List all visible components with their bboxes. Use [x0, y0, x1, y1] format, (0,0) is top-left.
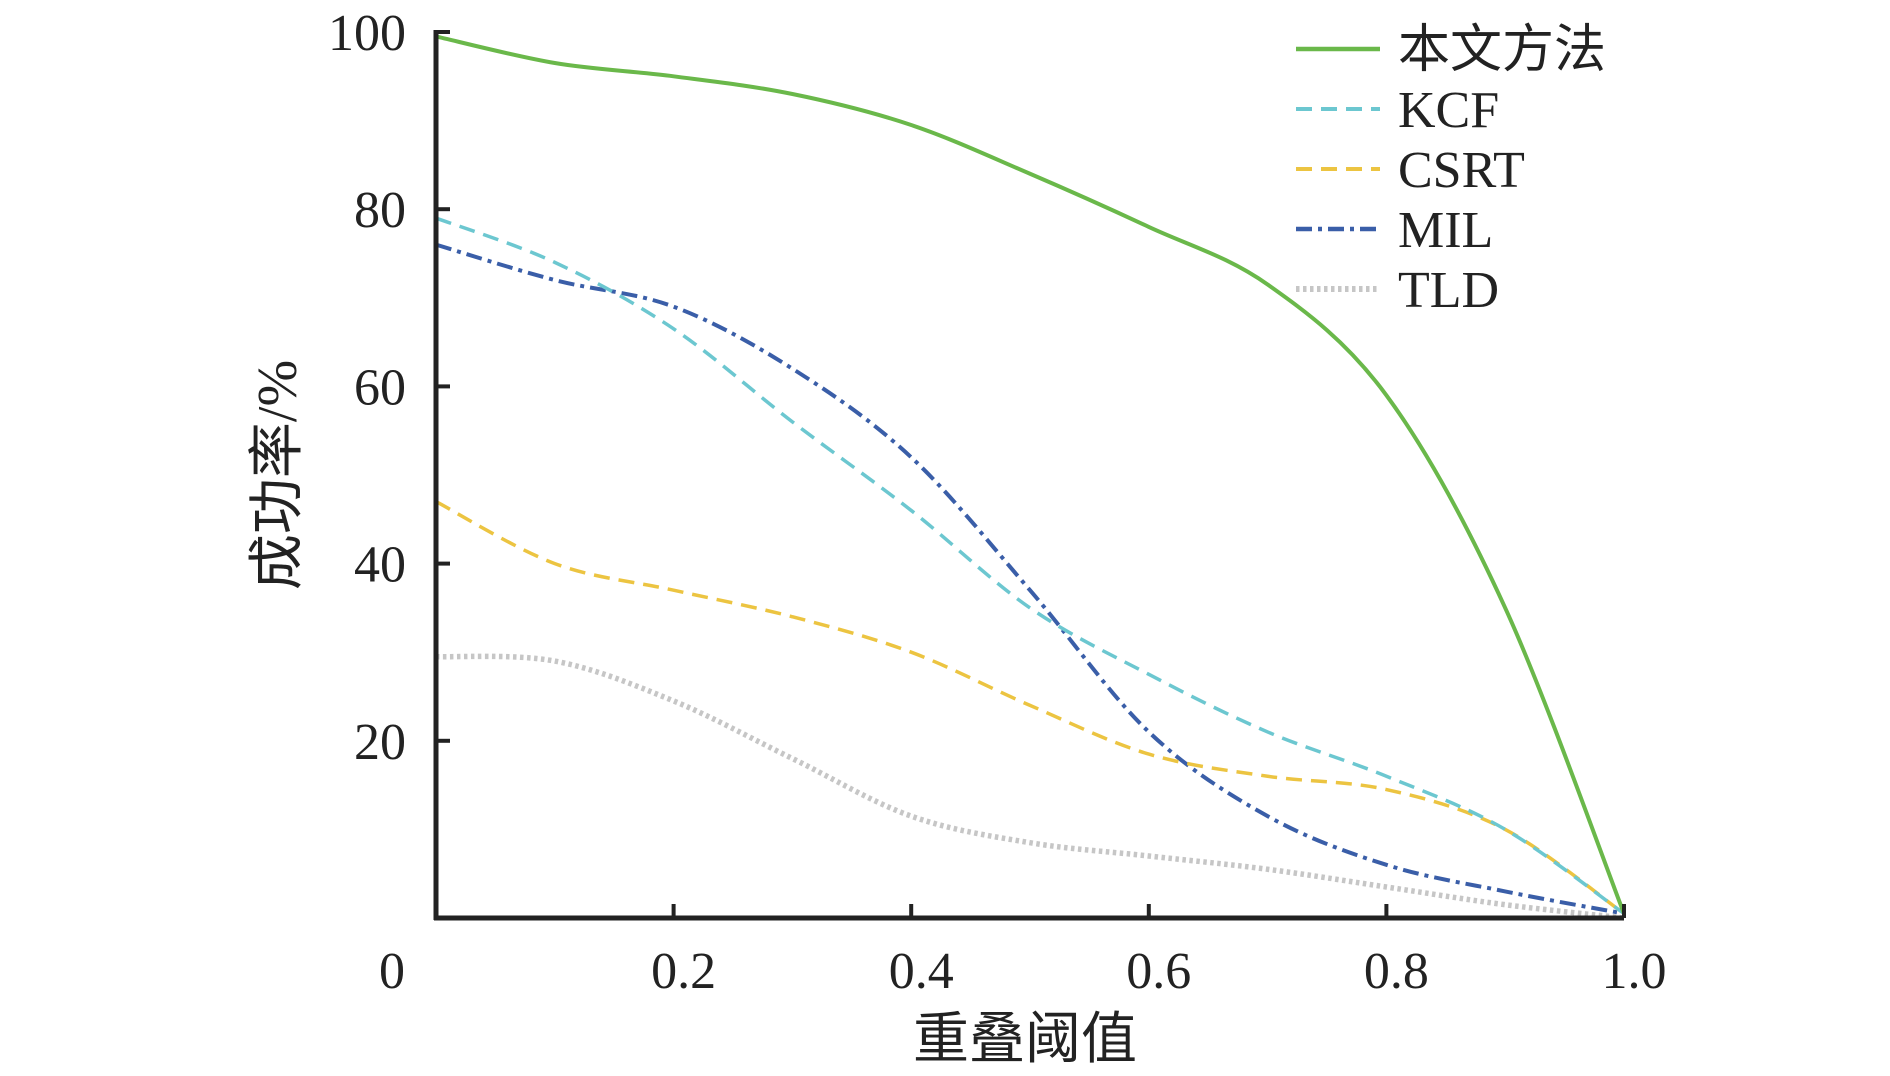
- series-line-0: [435, 34, 1626, 915]
- series-layer: [435, 34, 1626, 921]
- series-line-2: [435, 500, 1626, 915]
- y-tick-label: 100: [328, 5, 406, 62]
- y-tick-label: 80: [354, 182, 406, 239]
- legend-label-1: KCF: [1398, 82, 1499, 139]
- x-tick-label: 0.6: [1126, 943, 1191, 1000]
- x-tick-label: 0: [379, 943, 405, 1000]
- x-tick-label: 0.2: [651, 943, 716, 1000]
- x-tick-label: 1.0: [1602, 943, 1667, 1000]
- x-tick-label: 0.8: [1364, 943, 1429, 1000]
- legend-label-3: MIL: [1398, 202, 1493, 259]
- legend-label-0: 本文方法: [1398, 22, 1606, 79]
- y-tick-label: 20: [354, 714, 406, 771]
- y-tick-label: 60: [354, 359, 406, 416]
- series-line-4: [435, 653, 1625, 921]
- axes-layer: [433, 30, 1624, 921]
- series-line-3: [435, 242, 1625, 916]
- y-axis-title: 成功率/%: [247, 360, 309, 590]
- legend-label-2: CSRT: [1398, 142, 1525, 199]
- ticks-layer: 0 0.2 0.4 0.6 0.8 1.0 20 40 60 80 100: [328, 5, 1667, 1000]
- x-axis-title: 重叠阈值: [913, 1009, 1137, 1071]
- y-tick-label: 40: [354, 537, 406, 594]
- legend-label-4: TLD: [1398, 262, 1499, 319]
- series-line-1: [435, 216, 1626, 915]
- x-tick-label: 0.4: [889, 943, 954, 1000]
